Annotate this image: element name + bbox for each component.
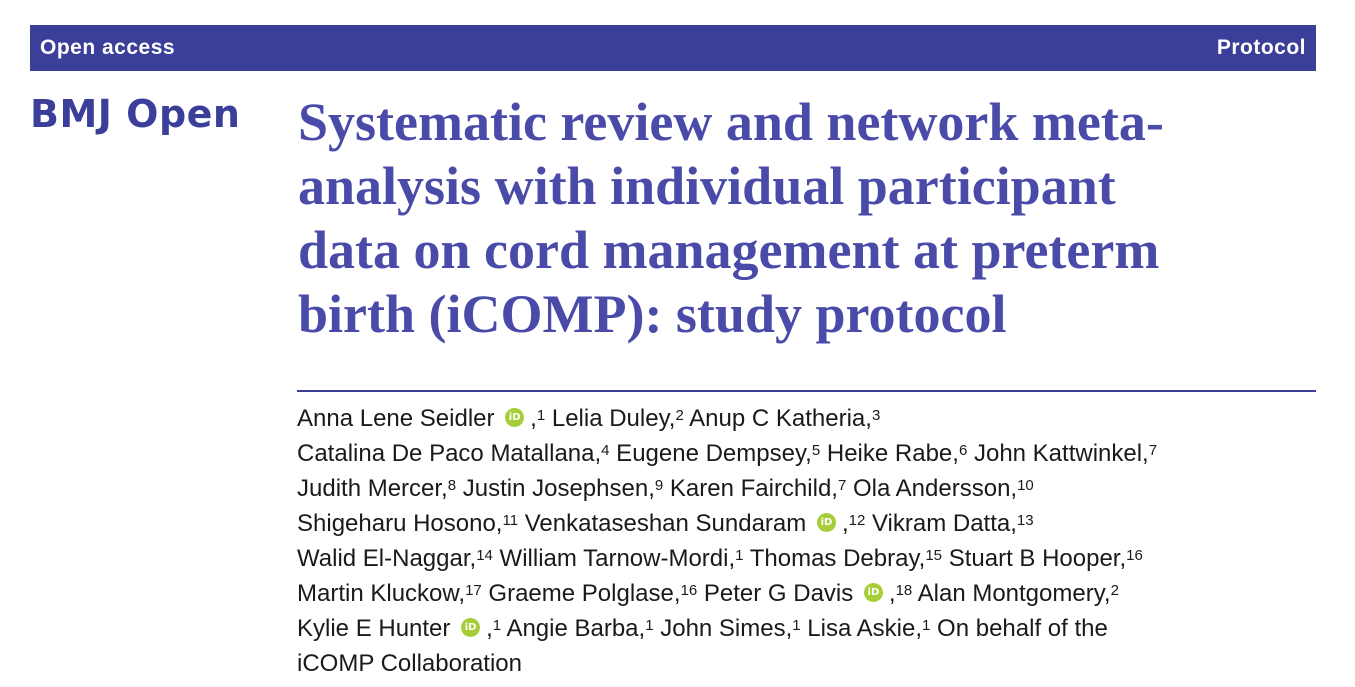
affiliation-number: 16 xyxy=(1126,547,1143,564)
author-line: Catalina De Paco Matallana,4 Eugene Demp… xyxy=(297,436,1307,471)
title-line: birth (iCOMP): study protocol xyxy=(298,284,1007,344)
author-text: Angie Barba, xyxy=(501,615,646,642)
author-text: William Tarnow-Mordi, xyxy=(492,545,736,572)
author-line: Walid El-Naggar,14 William Tarnow-Mordi,… xyxy=(297,541,1307,576)
affiliation-number: 3 xyxy=(871,407,881,424)
author-text: Venkataseshan Sundaram xyxy=(518,510,813,537)
affiliation-number: 12 xyxy=(848,512,866,529)
affiliation-number: 7 xyxy=(837,477,847,494)
author-line: Judith Mercer,8 Justin Josephsen,9 Karen… xyxy=(297,471,1307,506)
affiliation-number: 13 xyxy=(1016,512,1034,529)
author-text: Anna Lene Seidler xyxy=(297,405,502,432)
affiliation-number: 10 xyxy=(1017,477,1034,494)
author-text: John Kattwinkel, xyxy=(967,440,1149,467)
title-line: analysis with individual participant xyxy=(298,156,1116,216)
author-text: Alan Montgomery, xyxy=(912,580,1111,607)
affiliation-number: 1 xyxy=(492,617,502,634)
author-text: Ola Andersson, xyxy=(846,475,1018,502)
author-text: Lisa Askie, xyxy=(800,615,923,642)
author-text: iCOMP Collaboration xyxy=(297,650,522,677)
author-text: Graeme Polglase, xyxy=(481,580,681,607)
author-line: iCOMP Collaboration xyxy=(297,646,1307,681)
author-text: , xyxy=(888,580,896,607)
author-text: Martin Kluckow, xyxy=(297,580,466,607)
orcid-icon[interactable]: iD xyxy=(816,513,836,533)
affiliation-number: 9 xyxy=(654,477,664,494)
author-text: Thomas Debray, xyxy=(743,545,926,572)
author-line: Shigeharu Hosono,11 Venkataseshan Sundar… xyxy=(297,506,1307,541)
author-line: Kylie E Hunter iD ,1 Angie Barba,1 John S… xyxy=(297,611,1307,646)
affiliation-number: 16 xyxy=(680,582,698,599)
affiliation-number: 5 xyxy=(811,442,821,459)
orcid-icon[interactable]: iD xyxy=(505,408,525,428)
article-type-banner: Open access Protocol xyxy=(30,25,1316,71)
author-text: Karen Fairchild, xyxy=(663,475,838,502)
affiliation-number: 14 xyxy=(476,547,493,564)
affiliation-number: 1 xyxy=(922,617,931,634)
author-text: Justin Josephsen, xyxy=(456,475,655,502)
affiliation-number: 1 xyxy=(536,407,546,424)
affiliation-number: 1 xyxy=(645,617,654,634)
article-type-label: Protocol xyxy=(1216,36,1306,59)
author-text: Lelia Duley, xyxy=(545,405,676,432)
affiliation-number: 4 xyxy=(601,442,610,459)
affiliation-number: 6 xyxy=(958,442,968,459)
author-text: John Simes, xyxy=(653,615,793,642)
affiliation-number: 1 xyxy=(792,617,801,634)
author-text: , xyxy=(486,615,493,642)
author-text: Shigeharu Hosono, xyxy=(297,510,503,537)
author-text: Judith Mercer, xyxy=(297,475,448,502)
author-text: Kylie E Hunter xyxy=(297,615,458,642)
orcid-icon[interactable]: iD xyxy=(863,583,883,603)
author-text: On behalf of the xyxy=(930,615,1108,642)
affiliation-number: 17 xyxy=(465,582,482,599)
author-text: Stuart B Hooper, xyxy=(942,545,1127,572)
orcid-icon[interactable]: iD xyxy=(461,618,481,638)
author-line: Anna Lene Seidler iD ,1 Lelia Duley,2 Anu… xyxy=(297,401,1307,436)
author-text: Anup C Katheria, xyxy=(683,405,872,432)
author-text: Vikram Datta, xyxy=(865,510,1017,537)
affiliation-number: 8 xyxy=(447,477,457,494)
author-list: Anna Lene Seidler iD ,1 Lelia Duley,2 Anu… xyxy=(297,401,1307,681)
author-text: , xyxy=(841,510,849,537)
author-text: Eugene Dempsey, xyxy=(609,440,812,467)
affiliation-number: 1 xyxy=(735,547,744,564)
journal-name: BMJ Open xyxy=(30,92,241,136)
author-text: , xyxy=(530,405,537,432)
title-divider xyxy=(297,390,1316,392)
article-title: Systematic review and network meta- anal… xyxy=(298,90,1298,346)
affiliation-number: 2 xyxy=(1110,582,1119,599)
title-line: data on cord management at preterm xyxy=(298,220,1160,280)
affiliation-number: 18 xyxy=(895,582,913,599)
author-text: Heike Rabe, xyxy=(820,440,959,467)
open-access-label: Open access xyxy=(40,36,176,59)
affiliation-number: 2 xyxy=(675,407,684,424)
affiliation-number: 11 xyxy=(502,512,519,529)
author-text: Peter G Davis xyxy=(697,580,860,607)
affiliation-number: 15 xyxy=(925,547,943,564)
author-text: Walid El-Naggar, xyxy=(297,545,477,572)
title-line: Systematic review and network meta- xyxy=(298,92,1164,152)
affiliation-number: 7 xyxy=(1148,442,1158,459)
author-line: Martin Kluckow,17 Graeme Polglase,16 Pet… xyxy=(297,576,1307,611)
author-text: Catalina De Paco Matallana, xyxy=(297,440,602,467)
